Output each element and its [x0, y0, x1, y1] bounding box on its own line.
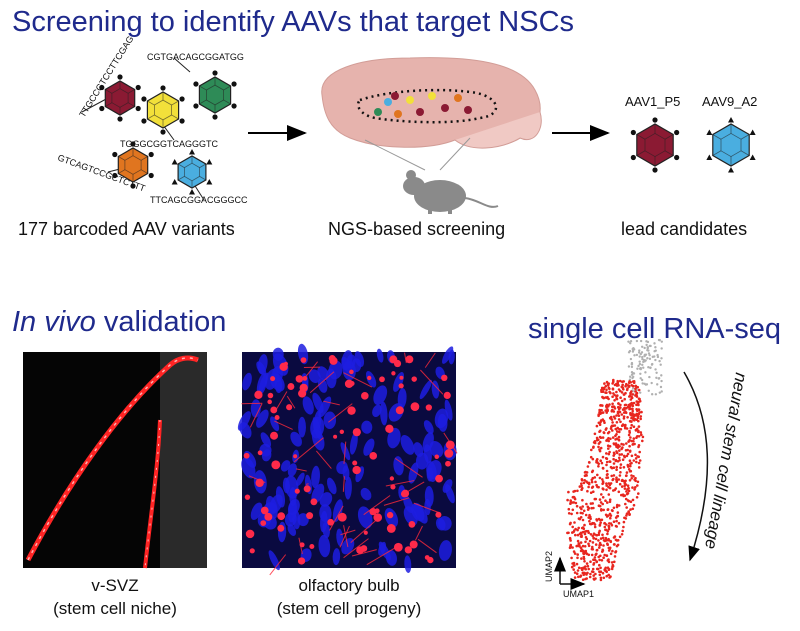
mouse-icon [403, 170, 499, 214]
image-vsvz [23, 352, 207, 569]
validation-title-rest: validation [95, 306, 227, 338]
umap-plot [554, 338, 709, 590]
step-label-variants: 177 barcoded AAV variants [18, 219, 235, 239]
page-title: Screening to identify AAVs that target N… [12, 6, 575, 38]
caption-olfactory: olfactory bulb (stem cell progeny) [242, 574, 456, 620]
umap-xaxis-label: UMAP1 [563, 589, 594, 599]
virus-icon-green [193, 70, 237, 120]
caption-vsvz-line2: (stem cell niche) [53, 599, 177, 618]
lineage-label: neural stem cell lineage [701, 371, 751, 550]
candidate-label-2: AAV9_A2 [702, 94, 758, 109]
barcode-text-2: CGTGACAGCGGATGG [147, 52, 244, 62]
step-label-screening: NGS-based screening [328, 219, 506, 239]
caption-vsvz-line1: v-SVZ [91, 576, 139, 595]
barcode-text-3: TGGGCGGTCAGGGTC [120, 139, 218, 149]
caption-olfactory-line2: (stem cell progeny) [276, 599, 422, 618]
virus-icon-orange [112, 141, 154, 189]
barcode-text-5: TTCAGCGGACGGGCC [150, 195, 248, 205]
validation-title-italic: In vivo [12, 306, 96, 338]
lead-virus-icon-2 [706, 117, 756, 173]
validation-title: In vivo validation [12, 306, 226, 339]
caption-vsvz: v-SVZ (stem cell niche) [23, 574, 207, 620]
brain-connector-left [364, 139, 426, 171]
caption-olfactory-line1: olfactory bulb [298, 576, 400, 595]
scrna-title: single cell RNA-seq [528, 313, 782, 345]
virus-icon-blue [171, 149, 213, 195]
virus-icon-maroon [99, 74, 141, 122]
image-olfactory-bulb [237, 343, 458, 576]
virus-icon-yellow [141, 85, 185, 135]
lead-virus-icon-1 [630, 117, 680, 173]
mouse-brain [321, 57, 542, 149]
candidate-label-1: AAV1_P5 [625, 94, 681, 109]
step-label-candidates: lead candidates [621, 219, 748, 239]
brain-connector-right [439, 137, 471, 171]
umap-yaxis-label: UMAP2 [544, 551, 554, 582]
